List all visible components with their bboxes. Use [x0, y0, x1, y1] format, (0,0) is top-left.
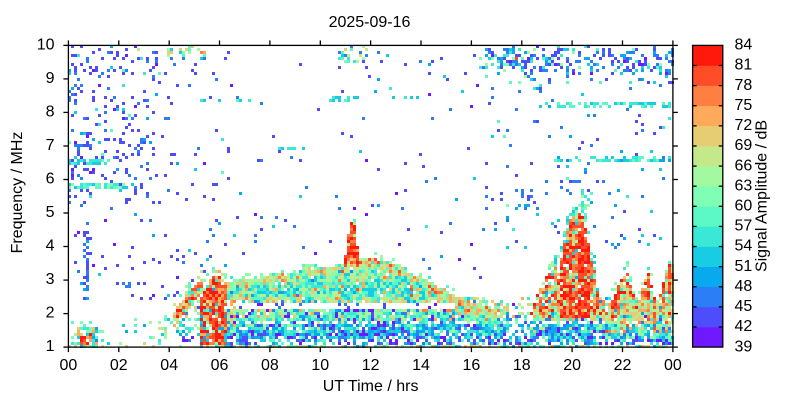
svg-text:39: 39: [735, 338, 753, 355]
svg-text:2: 2: [46, 305, 55, 322]
svg-text:7: 7: [46, 137, 55, 154]
svg-text:45: 45: [735, 298, 753, 315]
svg-text:5: 5: [46, 204, 55, 221]
svg-text:08: 08: [261, 357, 279, 374]
svg-text:6: 6: [46, 170, 55, 187]
svg-text:10: 10: [311, 357, 329, 374]
svg-text:9: 9: [46, 70, 55, 87]
svg-text:69: 69: [735, 137, 753, 154]
svg-text:54: 54: [735, 238, 753, 255]
svg-text:UT Time / hrs: UT Time / hrs: [323, 378, 419, 395]
svg-text:00: 00: [60, 357, 78, 374]
svg-text:72: 72: [735, 117, 753, 134]
svg-text:16: 16: [463, 357, 481, 374]
svg-text:Signal Amplitude / dB: Signal Amplitude / dB: [754, 120, 771, 272]
svg-text:78: 78: [735, 77, 753, 94]
svg-text:22: 22: [614, 357, 632, 374]
svg-text:06: 06: [211, 357, 229, 374]
svg-text:04: 04: [160, 357, 178, 374]
svg-text:1: 1: [46, 338, 55, 355]
svg-text:02: 02: [110, 357, 128, 374]
svg-text:84: 84: [735, 37, 753, 54]
svg-text:4: 4: [46, 237, 55, 254]
svg-text:3: 3: [46, 271, 55, 288]
svg-text:8: 8: [46, 103, 55, 120]
svg-text:57: 57: [735, 218, 753, 235]
svg-text:81: 81: [735, 57, 753, 74]
svg-text:51: 51: [735, 258, 753, 275]
svg-text:18: 18: [513, 357, 531, 374]
svg-text:14: 14: [412, 357, 430, 374]
svg-text:42: 42: [735, 318, 753, 335]
svg-text:20: 20: [563, 357, 581, 374]
svg-text:2025-09-16: 2025-09-16: [329, 14, 411, 31]
svg-text:66: 66: [735, 157, 753, 174]
svg-text:75: 75: [735, 97, 753, 114]
svg-text:12: 12: [362, 357, 380, 374]
svg-text:Frequency / MHz: Frequency / MHz: [9, 132, 26, 254]
svg-text:60: 60: [735, 198, 753, 215]
svg-text:10: 10: [37, 36, 55, 53]
svg-text:48: 48: [735, 278, 753, 295]
svg-text:00: 00: [664, 357, 682, 374]
svg-text:63: 63: [735, 177, 753, 194]
